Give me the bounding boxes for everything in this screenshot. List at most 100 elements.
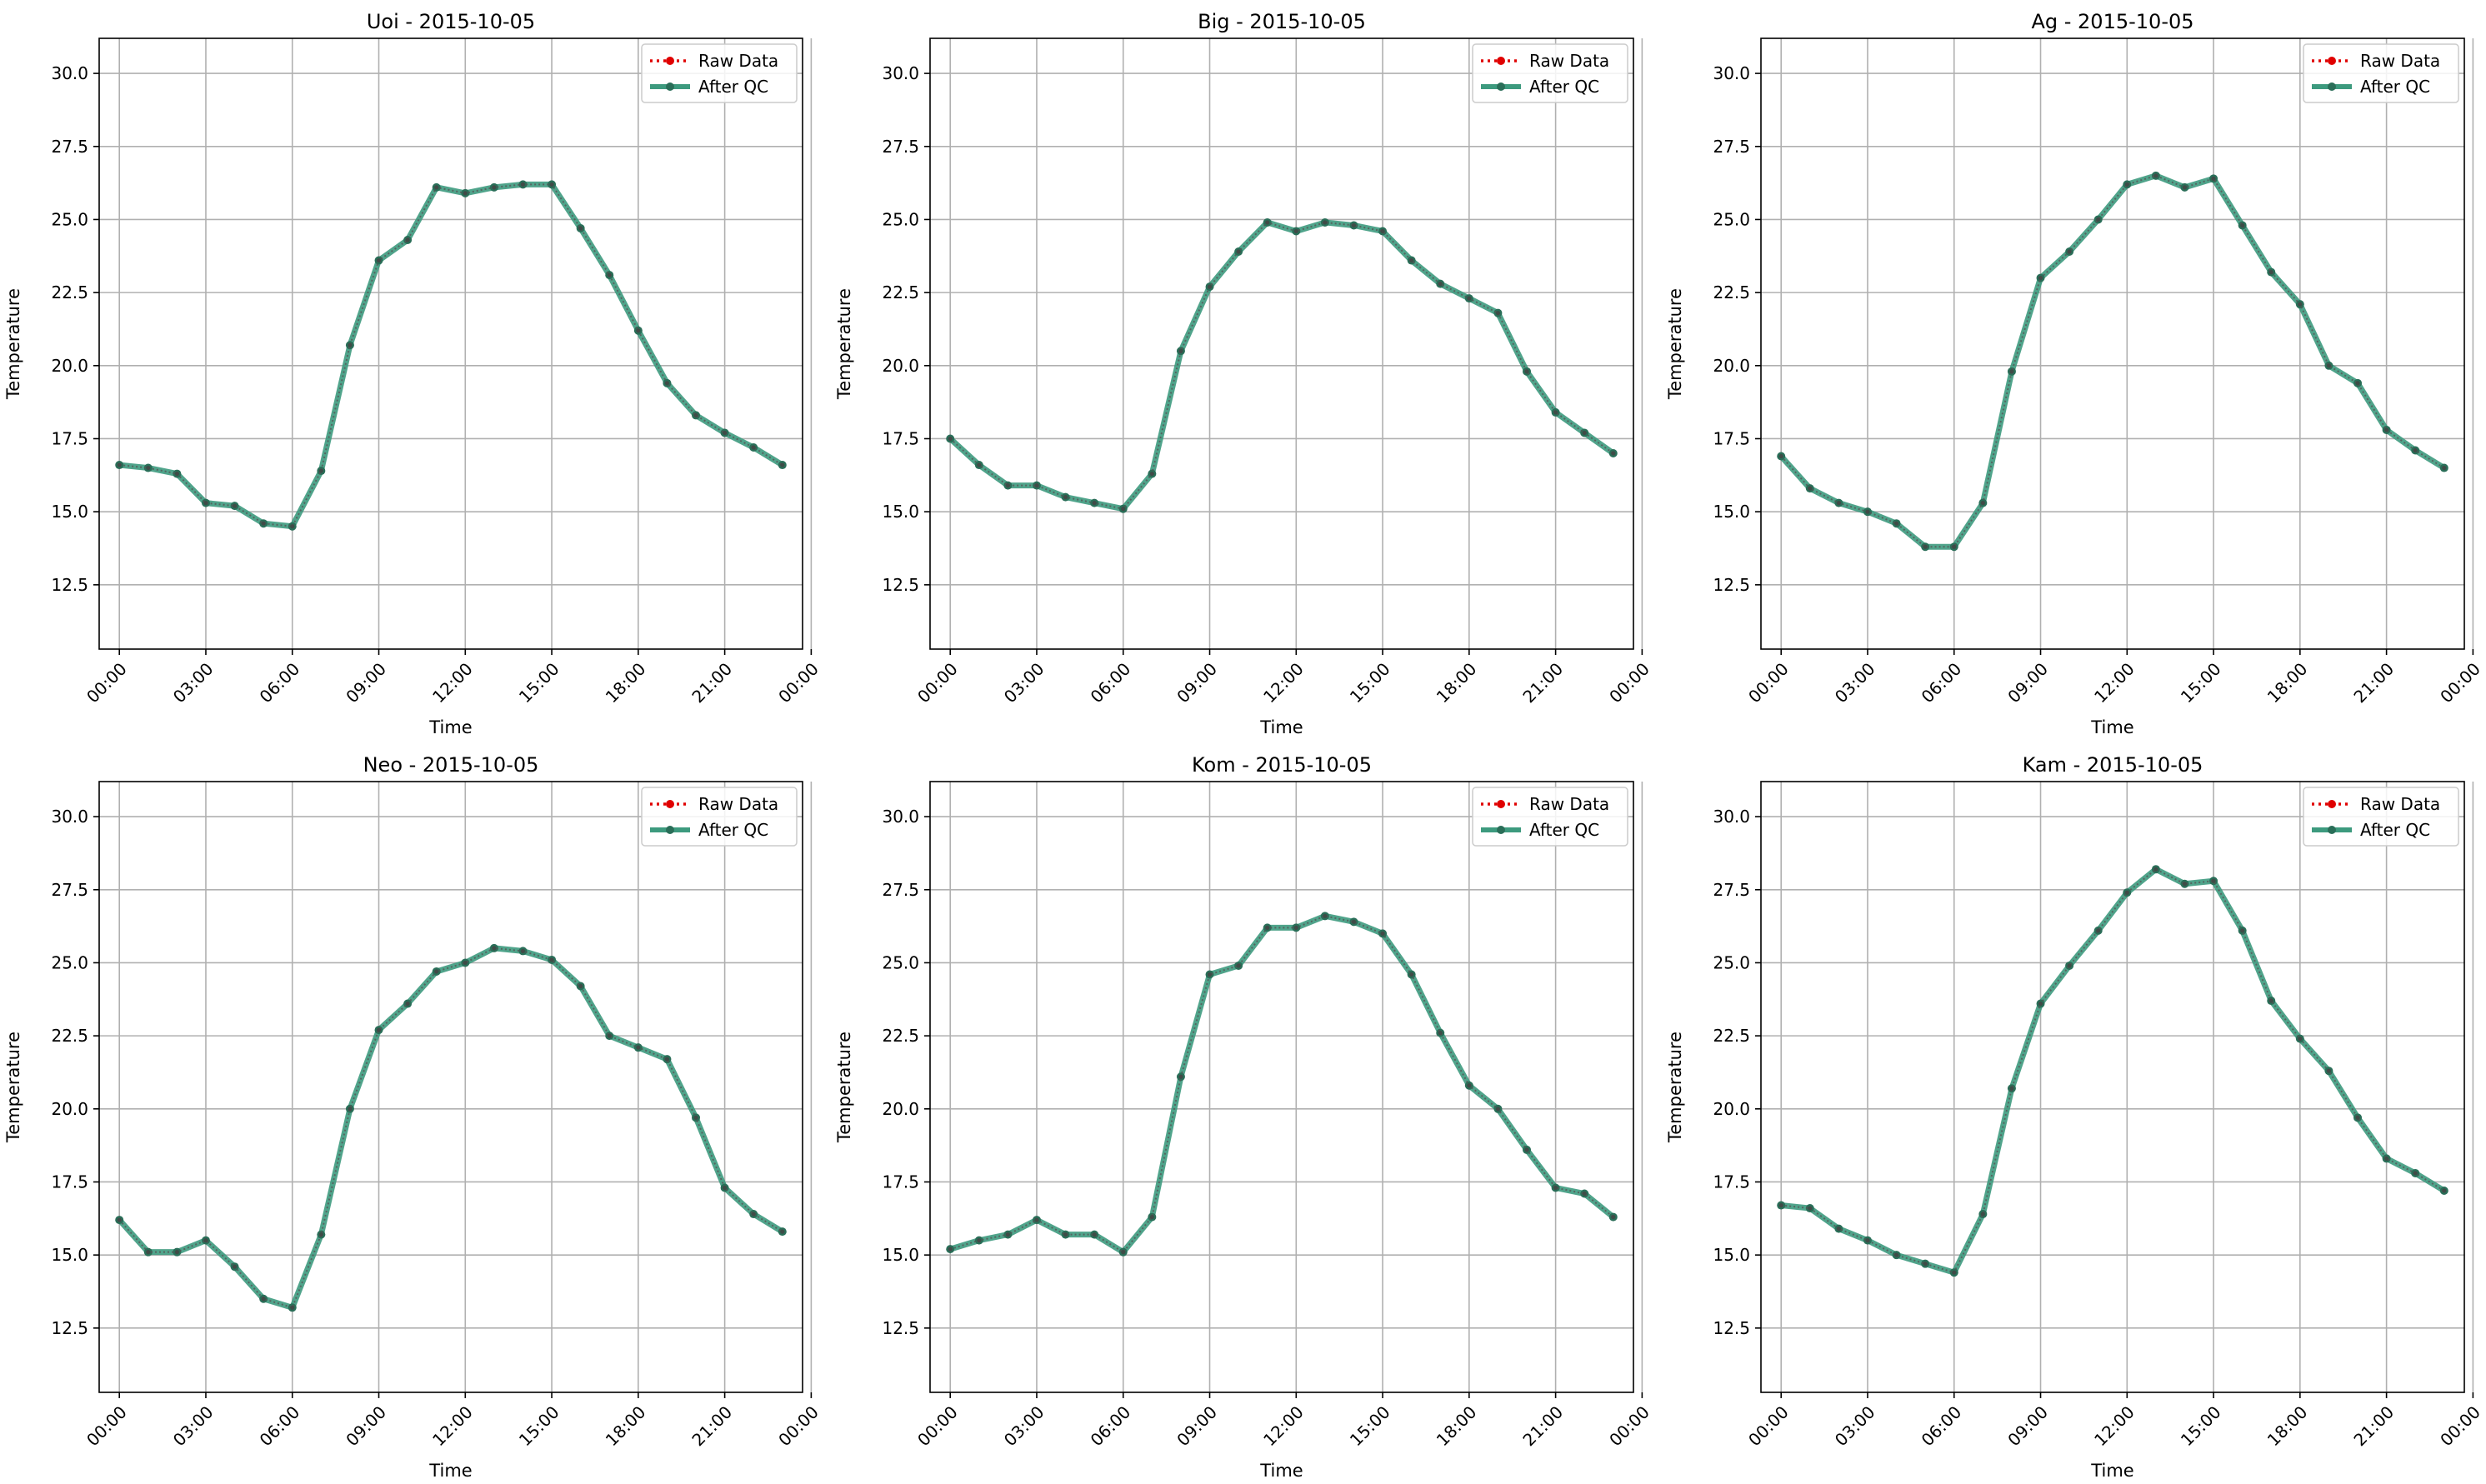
subplot-title: Ag - 2015-10-05 <box>2031 10 2193 33</box>
raw-data-point <box>1495 1107 1501 1112</box>
y-tick-label: 22.5 <box>51 282 88 302</box>
raw-data-line <box>118 947 783 1309</box>
x-tick-label: 21:00 <box>1518 659 1567 707</box>
series-after-qc <box>1777 171 2448 552</box>
x-tick-label: 03:00 <box>1831 659 1879 707</box>
series-raw-data <box>117 182 785 529</box>
raw-data-point <box>2268 269 2273 275</box>
y-tick-label: 15.0 <box>882 1245 919 1265</box>
raw-data-point <box>2009 369 2014 374</box>
raw-data-point <box>146 465 151 471</box>
raw-data-point <box>2384 1156 2389 1162</box>
raw-data-point <box>1865 509 1870 514</box>
legend-raw-label: Raw Data <box>2360 51 2440 71</box>
legend: Raw Data After QC <box>2303 43 2459 103</box>
raw-data-point <box>405 1001 410 1007</box>
x-tick-label: 12:00 <box>1259 1402 1308 1451</box>
raw-data-point <box>146 1250 151 1255</box>
grid <box>99 38 813 649</box>
after-qc-line <box>949 912 1615 1256</box>
y-tick-label: 12.5 <box>1713 1318 1750 1338</box>
y-tick-label: 30.0 <box>1713 807 1750 827</box>
raw-data-point <box>405 237 410 242</box>
raw-data-point <box>174 1250 179 1255</box>
y-tick-label: 20.0 <box>1713 356 1750 376</box>
raw-data-point <box>2413 447 2418 453</box>
raw-data-point <box>463 191 468 196</box>
raw-data-point <box>977 1238 982 1243</box>
x-tick-label: 03:00 <box>1000 1402 1048 1451</box>
y-tick-label: 12.5 <box>1713 575 1750 595</box>
x-tick-label: 00:00 <box>2436 1402 2484 1451</box>
y-tick-label: 20.0 <box>882 356 919 376</box>
raw-data-point <box>2067 963 2072 968</box>
x-tick-label: 00:00 <box>774 659 823 707</box>
raw-data-point <box>1923 1262 1928 1267</box>
raw-data-point <box>2038 1001 2043 1007</box>
raw-data-line <box>1780 174 2445 548</box>
raw-data-point <box>1923 544 1928 549</box>
y-tick-label: 25.0 <box>1713 209 1750 229</box>
x-tick-label: 06:00 <box>1087 1402 1135 1451</box>
x-tick-label: 06:00 <box>256 659 304 707</box>
raw-data-point <box>290 524 295 529</box>
raw-data-point <box>723 430 728 436</box>
y-tick-label: 25.0 <box>882 952 919 972</box>
raw-data-point <box>2240 928 2245 933</box>
y-tick-label: 22.5 <box>51 1026 88 1046</box>
raw-data-point <box>1467 1083 1472 1088</box>
y-tick-label: 17.5 <box>1713 1172 1750 1192</box>
raw-data-point <box>780 1229 785 1234</box>
raw-data-point <box>1980 1212 1985 1217</box>
raw-data-point <box>723 1185 728 1191</box>
grid <box>930 38 1643 649</box>
raw-data-point <box>1980 501 1985 506</box>
x-tick-label: 18:00 <box>2263 659 2312 707</box>
raw-data-point <box>1808 1206 1813 1211</box>
raw-data-point <box>318 468 323 473</box>
y-tick-label: 17.5 <box>882 1172 919 1192</box>
raw-data-point <box>463 960 468 966</box>
raw-data-point <box>1005 1232 1010 1237</box>
after-qc-line <box>948 219 1615 512</box>
raw-data-point <box>434 969 439 974</box>
raw-data-point <box>1409 257 1414 263</box>
y-tick-label: 30.0 <box>1713 63 1750 83</box>
x-tick-label: 00:00 <box>913 659 962 707</box>
subplot-2: 12.5 15.0 17.5 20.0 22.5 25.0 27.5 30.0 00:00 03:… <box>834 10 1653 737</box>
raw-data-point <box>203 1238 208 1243</box>
raw-data-point <box>751 445 756 450</box>
y-tick-label: 20.0 <box>51 1099 88 1119</box>
y-tick-label: 27.5 <box>51 880 88 900</box>
y-tick-label: 17.5 <box>1713 428 1750 448</box>
raw-data-point <box>2096 928 2101 933</box>
y-tick-label: 15.0 <box>1713 502 1750 522</box>
raw-data-point <box>1380 228 1385 234</box>
raw-data-point <box>2182 185 2188 190</box>
series-raw-data <box>948 913 1616 1255</box>
raw-data-point <box>2268 998 2273 1003</box>
y-axis-label: Temperature <box>834 288 854 400</box>
raw-data-point <box>1178 1074 1183 1079</box>
y-tick-label: 20.0 <box>51 356 88 376</box>
y-axis-label: Temperature <box>3 288 23 400</box>
raw-data-point <box>1265 925 1270 930</box>
x-tick-label: 06:00 <box>256 1402 304 1451</box>
y-axis-label: Temperature <box>834 1032 854 1143</box>
raw-data-point <box>607 1033 612 1038</box>
x-tick-label: 12:00 <box>2090 1402 2138 1451</box>
x-tick-label: 21:00 <box>688 659 736 707</box>
x-tick-label: 00:00 <box>1605 659 1653 707</box>
raw-data-point <box>1351 919 1357 924</box>
grid <box>99 782 813 1392</box>
x-tick-label: 09:00 <box>1173 659 1221 707</box>
y-tick-label: 25.0 <box>1713 952 1750 972</box>
y-tick-label: 25.0 <box>51 209 88 229</box>
y-tick-label: 22.5 <box>882 1026 919 1046</box>
raw-data-point <box>1836 501 1841 506</box>
x-tick-label: 00:00 <box>83 659 131 707</box>
raw-data-point <box>1092 501 1097 506</box>
raw-data-point <box>1582 430 1587 436</box>
legend-raw-label: Raw Data <box>698 794 778 814</box>
raw-data-point <box>1323 220 1328 225</box>
